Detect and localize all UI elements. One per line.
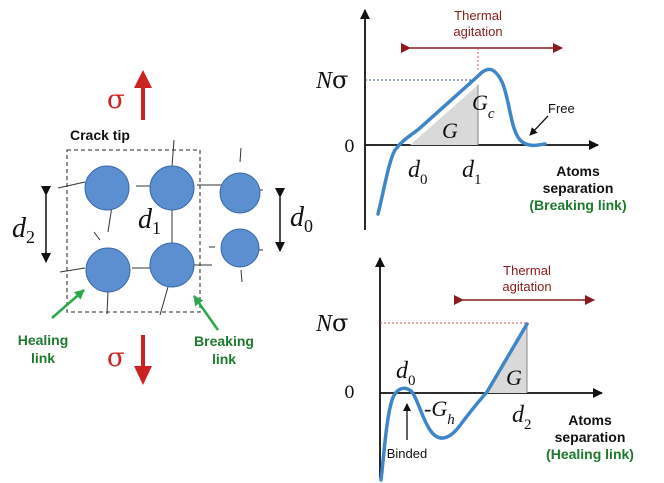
energy-area-G <box>410 85 478 145</box>
atom <box>219 172 261 214</box>
y-axis-label: Nσ <box>315 66 348 94</box>
thermal-agitation-label: Thermal agitation <box>502 263 551 294</box>
free-arrow <box>529 115 549 136</box>
healing-link-label: Healing link <box>18 332 69 366</box>
sigma-bottom-label: σ <box>107 343 125 373</box>
free-label: Free <box>548 101 575 116</box>
zero-label: 0 <box>344 137 355 157</box>
sigma-top-arrow <box>134 70 152 120</box>
x-axis-label: Atoms separation (Healing link) <box>546 412 634 462</box>
G-label: G <box>442 118 458 143</box>
d0-label: d0 <box>290 202 313 236</box>
force-curve <box>379 322 529 482</box>
d2-label: d2 <box>12 213 35 247</box>
breaking-link-label: Breaking link <box>194 333 254 367</box>
breaking-link-arrow <box>192 295 220 331</box>
force-curve <box>376 67 547 216</box>
breaking-link-graph: Thermal agitation Nσ 0 G Gc Free d0 d1 At… <box>315 8 627 230</box>
y-axis-label: Nσ <box>315 309 348 337</box>
d0-tick-label: d0 <box>408 157 428 188</box>
Gc-label: Gc <box>472 90 495 122</box>
zero-label: 0 <box>344 383 355 403</box>
d1-label: d1 <box>138 204 161 238</box>
atom <box>149 165 195 211</box>
healing-link-arrow <box>51 289 85 319</box>
healing-link-graph: Thermal agitation Nσ 0 G d0 -Gh d2 Binded… <box>315 257 634 482</box>
sigma-top-label: σ <box>107 85 125 115</box>
crack-tip-box <box>66 149 201 313</box>
atom <box>84 165 130 211</box>
atom <box>85 247 131 293</box>
Gh-label: -Gh <box>424 396 455 428</box>
atoms <box>84 165 261 293</box>
bond-stubs <box>57 139 263 316</box>
d2-tick-label: d2 <box>512 402 532 433</box>
atom <box>149 242 195 288</box>
atom <box>220 228 260 268</box>
atomic-lattice-diagram: σ σ Crack tip <box>12 70 313 385</box>
d0-tick-label: d0 <box>396 358 416 389</box>
d1-tick-label: d1 <box>462 157 482 188</box>
x-axis-label: Atoms separation (Breaking link) <box>529 163 626 213</box>
crack-tip-label: Crack tip <box>70 127 130 143</box>
binded-label: Binded <box>387 446 427 461</box>
G-label: G <box>506 365 522 390</box>
sigma-bottom-arrow <box>134 335 152 385</box>
thermal-agitation-label: Thermal agitation <box>453 8 502 39</box>
